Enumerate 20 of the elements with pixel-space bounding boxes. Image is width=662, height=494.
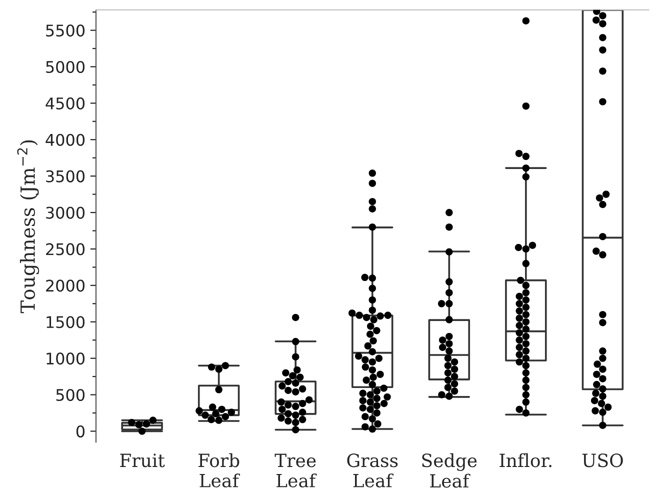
x-tick-label: Fruit (120, 454, 165, 468)
y-tick-label: 1000 (46, 352, 85, 365)
y-tick-label: 0 (76, 425, 85, 438)
x-tick-label: USO (582, 454, 623, 468)
y-tick-label: 2000 (46, 280, 85, 292)
x-tick-label: Forb Leaf (198, 453, 240, 488)
y-tick-label: 500 (56, 388, 85, 402)
x-tick-label: Inflor. (500, 453, 552, 468)
y-tick-label: 3000 (46, 206, 85, 219)
y-tick-label: 1500 (46, 316, 85, 328)
y-tick-label: 4000 (46, 134, 85, 146)
y-tick-label: 5000 (46, 60, 85, 74)
x-tick-label: Sedge Leaf (422, 453, 477, 488)
y-tick-label: 4500 (46, 97, 85, 110)
y-tick-label: 2500 (46, 243, 85, 256)
x-tick-label: Grass Leaf (347, 454, 398, 488)
y-tick-label: 5500 (46, 24, 85, 37)
y-tick-label: 3500 (46, 170, 85, 182)
y-axis-title: Toughness (Jm$^{−2}$) (17, 140, 40, 314)
x-tick-label: Tree Leaf (274, 454, 317, 488)
